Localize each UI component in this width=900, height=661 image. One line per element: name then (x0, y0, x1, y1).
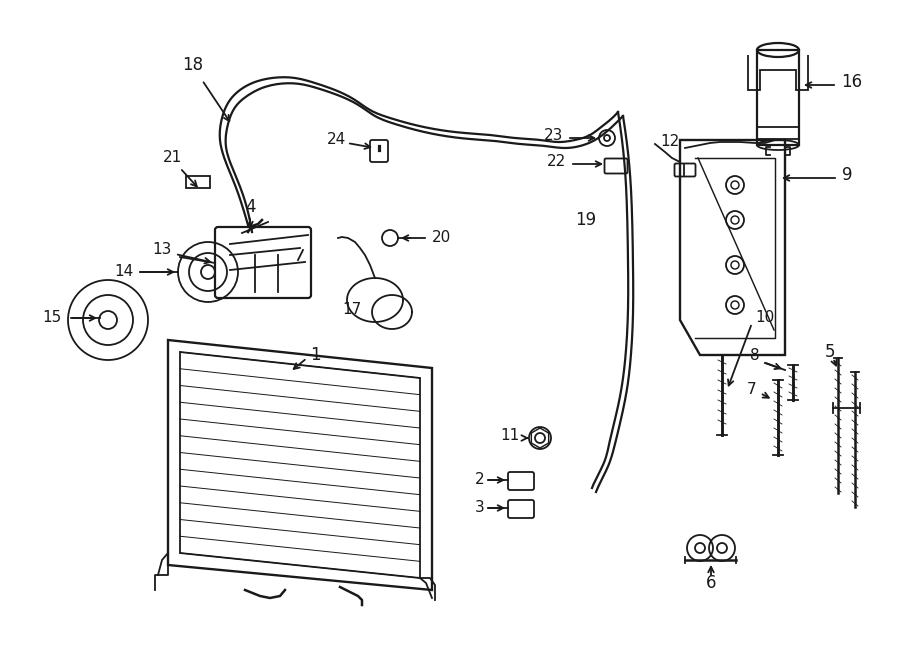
Text: 4: 4 (245, 198, 256, 216)
Text: 2: 2 (475, 473, 485, 488)
Text: 3: 3 (475, 500, 485, 516)
Text: 5: 5 (824, 343, 835, 361)
Text: 9: 9 (842, 166, 852, 184)
Text: 6: 6 (706, 574, 716, 592)
Text: 19: 19 (575, 211, 596, 229)
Text: 11: 11 (500, 428, 520, 442)
Text: 24: 24 (328, 132, 346, 147)
Bar (757, 127, 799, 139)
Text: 13: 13 (152, 241, 172, 256)
Text: 12: 12 (661, 134, 680, 149)
Text: 15: 15 (42, 311, 61, 325)
Text: 10: 10 (755, 311, 774, 325)
Text: 20: 20 (432, 231, 451, 245)
Text: 23: 23 (544, 128, 563, 143)
Text: 17: 17 (343, 303, 362, 317)
Bar (186, 176, 210, 188)
Text: 7: 7 (746, 383, 756, 397)
Text: 21: 21 (164, 151, 183, 165)
Text: 14: 14 (114, 264, 133, 280)
Text: 8: 8 (751, 348, 760, 362)
Text: 22: 22 (547, 155, 566, 169)
Text: 1: 1 (310, 346, 320, 364)
Bar (757, 50, 799, 145)
Text: 16: 16 (841, 73, 862, 91)
Text: 18: 18 (183, 56, 203, 74)
